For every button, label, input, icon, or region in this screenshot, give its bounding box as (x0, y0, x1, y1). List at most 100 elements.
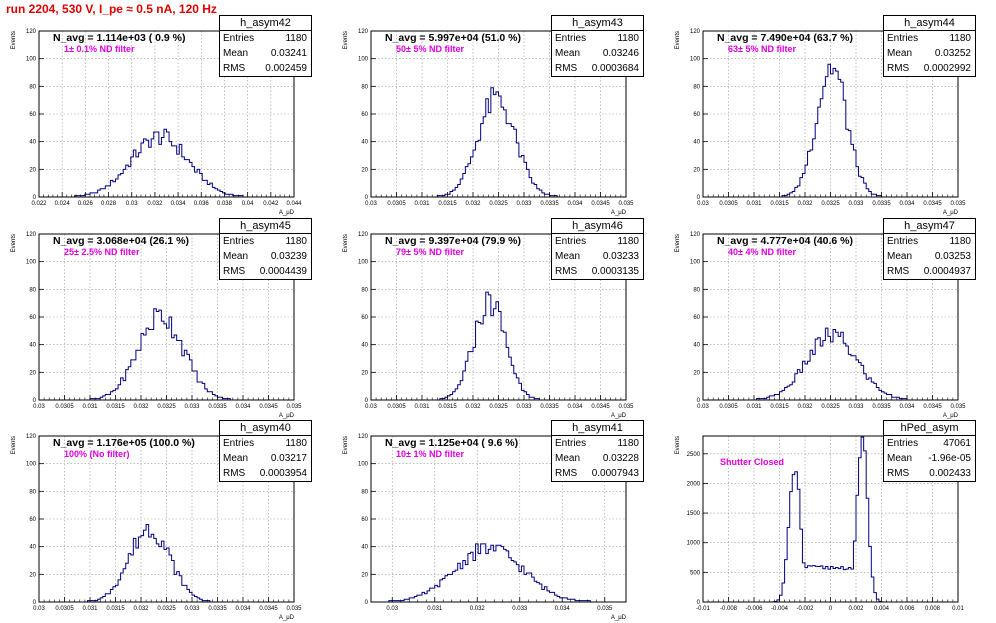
x-tick-label: -0.006 (745, 606, 763, 612)
stats-value: 47061 (943, 438, 971, 449)
x-tick-label: 0.032 (470, 606, 486, 612)
stats-value: 0.03253 (934, 251, 971, 262)
y-tick-label: 100 (358, 260, 369, 266)
x-tick-label: 0.0345 (259, 404, 278, 410)
y-tick-label: 120 (690, 232, 701, 238)
histogram-panel-h-asym47: 0.03 0.0305 0.031 0.0315 0.032 0.0325 0.033 0.0… (664, 218, 996, 421)
stats-label: RMS (555, 266, 578, 277)
x-tick-label: 0.034 (899, 201, 915, 207)
x-tick-label: 0.033 (184, 606, 200, 612)
histogram-plot: 0.022 0.024 0.026 0.028 0.03 0.032 0.034 0.036 0… (11, 29, 302, 216)
x-tick-label: 0.032 (465, 201, 481, 207)
y-tick-label: 20 (29, 572, 36, 578)
x-axis-title: A_μD (611, 413, 627, 419)
histogram-plot: 0.03 0.0305 0.031 0.0315 0.032 0.0325 0.033 0.0… (11, 434, 302, 621)
stats-row: Mean 0.03239 (220, 249, 311, 264)
histogram-plot: 0.03 0.0305 0.031 0.0315 0.032 0.0325 0.033 0.0… (343, 29, 634, 216)
stats-row: RMS 0.0007943 (552, 466, 643, 481)
y-axis-title: Events (675, 234, 681, 252)
x-tick-label: 0.032 (147, 201, 163, 207)
stats-value: 1180 (285, 236, 307, 247)
x-tick-label: 0.031 (414, 404, 430, 410)
x-axis-title: A_μD (279, 413, 295, 419)
run-title: run 2204, 530 V, I_pe ≈ 0.5 nA, 120 Hz (6, 2, 217, 16)
histogram-bars (39, 128, 294, 198)
stats-label: Entries (887, 236, 919, 247)
stats-row: Entries 1180 (220, 234, 311, 249)
n-avg-summary: N_avg = 5.997e+04 (51.0 %) (385, 32, 522, 44)
x-tick-label: 0.0325 (489, 404, 508, 410)
stats-box: h_asym47 Entries 1180 Mean 0.03253 RMS 0.00049… (883, 218, 976, 280)
stats-value: 0.03217 (270, 453, 307, 464)
y-tick-label: 60 (29, 517, 36, 523)
histogram-panel-h-asym43: 0.03 0.0305 0.031 0.0315 0.032 0.0325 0.033 0.0… (332, 15, 664, 218)
y-tick-label: 0 (365, 600, 369, 606)
x-tick-label: 0.034 (235, 606, 251, 612)
filter-annotation: 100% (No filter) (64, 449, 130, 459)
x-tick-label: 0.032 (797, 404, 813, 410)
y-tick-label: 40 (361, 343, 368, 349)
n-avg-summary: N_avg = 1.114e+03 ( 0.9 %) (53, 32, 186, 44)
y-tick-label: 0 (365, 398, 369, 404)
stats-row: Mean 0.03217 (220, 451, 311, 466)
stats-value: 0.03241 (270, 48, 307, 59)
x-tick-label: 0.032 (797, 201, 813, 207)
stats-box: h_asym43 Entries 1180 Mean 0.03246 RMS 0.00036… (551, 15, 644, 77)
filter-annotation: 50± 5% ND filter (396, 44, 464, 54)
y-tick-label: 20 (361, 370, 368, 376)
x-tick-label: 0.022 (31, 201, 47, 207)
x-tick-label: 0.026 (78, 201, 94, 207)
y-tick-label: 100 (358, 462, 369, 468)
y-axis-title: Events (343, 31, 349, 49)
x-tick-label: 0.0315 (438, 201, 457, 207)
stats-value: 1180 (949, 236, 971, 247)
stats-histogram-name: h_asym45 (220, 219, 311, 234)
y-tick-label: 500 (690, 570, 701, 576)
stats-histogram-name: h_asym41 (552, 421, 643, 436)
y-tick-label: 60 (361, 112, 368, 118)
filter-annotation: Shutter Closed (720, 457, 785, 467)
stats-label: Entries (223, 33, 255, 44)
stats-label: Mean (223, 48, 249, 59)
histogram-bars (371, 87, 626, 198)
stats-value: 0.0007943 (591, 468, 639, 479)
y-tick-label: 80 (29, 287, 36, 293)
x-tick-label: 0.033 (848, 404, 864, 410)
y-tick-label: 0 (33, 195, 37, 201)
stats-value: 1180 (617, 438, 639, 449)
y-tick-label: 20 (693, 370, 700, 376)
x-tick-label: 0.0305 (55, 404, 74, 410)
y-tick-label: 20 (29, 370, 36, 376)
stats-value: 0.03252 (934, 48, 971, 59)
x-tick-label: 0.0325 (821, 201, 840, 207)
x-tick-label: 0.044 (286, 201, 302, 207)
filter-annotation: 63± 5% ND filter (728, 44, 796, 54)
x-axis-title: A_μD (943, 210, 959, 216)
stats-label: Entries (223, 438, 255, 449)
y-tick-label: 40 (29, 140, 36, 146)
y-tick-label: 0 (697, 600, 701, 606)
x-tick-label: 0.03 (365, 404, 377, 410)
x-tick-label: -0.008 (720, 606, 738, 612)
x-tick-label: 0.032 (133, 606, 149, 612)
histogram-panel-h-asym42: 0.022 0.024 0.026 0.028 0.03 0.032 0.034 0.036 0… (0, 15, 332, 218)
x-tick-label: 0.0315 (106, 606, 125, 612)
y-tick-label: 80 (361, 489, 368, 495)
stats-value: 0.03246 (602, 48, 639, 59)
stats-histogram-name: h_asym47 (884, 219, 975, 234)
y-tick-label: 80 (693, 84, 700, 90)
y-tick-label: 60 (361, 315, 368, 321)
histogram-panel-h-asym46: 0.03 0.0305 0.031 0.0315 0.032 0.0325 0.033 0.0… (332, 218, 664, 421)
x-tick-label: 0.0345 (923, 201, 942, 207)
x-tick-label: 0.033 (516, 404, 532, 410)
x-axis-title: A_μD (943, 413, 959, 419)
stats-value: 0.03228 (602, 453, 639, 464)
x-tick-label: 0.0315 (770, 404, 789, 410)
histogram-plot: 0.03 0.031 0.032 0.033 0.034 0.035 0 20 40 60 80 10… (343, 434, 627, 621)
stats-box: h_asym45 Entries 1180 Mean 0.03239 RMS 0.00044… (219, 218, 312, 280)
x-tick-label: 0.033 (848, 201, 864, 207)
y-tick-label: 20 (693, 167, 700, 173)
stats-label: Entries (887, 438, 919, 449)
y-tick-label: 0 (365, 195, 369, 201)
n-avg-summary: N_avg = 9.397e+04 (79.9 %) (385, 235, 522, 247)
